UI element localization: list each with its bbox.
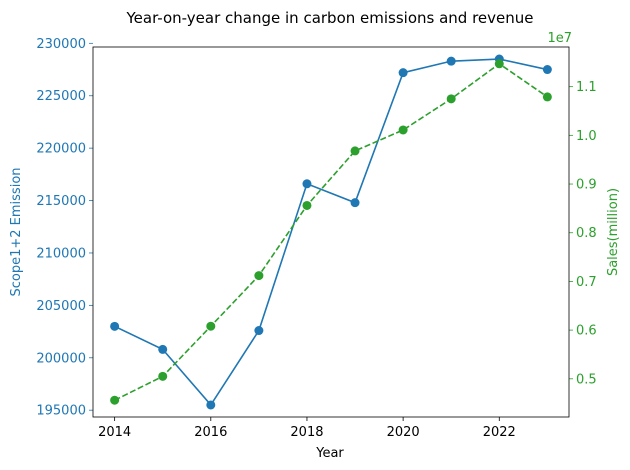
left-y-tick-label: 220000 — [36, 142, 86, 157]
sales-data-point — [254, 271, 264, 281]
right-y-tick-label: 0.7 — [576, 275, 597, 290]
right-axis-offset-text: 1e7 — [547, 31, 572, 46]
sales-data-point — [302, 200, 312, 210]
emission-data-point — [542, 65, 552, 75]
right-y-tick-label: 0.6 — [576, 324, 597, 339]
left-y-tick-label: 200000 — [36, 351, 86, 366]
emission-series-line — [114, 58, 548, 407]
sales-data-point — [110, 395, 120, 405]
left-y-tick-label: 195000 — [36, 404, 86, 419]
left-y-tick-label: 230000 — [36, 37, 86, 52]
x-tick-label: 2016 — [194, 425, 227, 440]
sales-data-point — [494, 59, 504, 69]
emission-data-point — [110, 321, 120, 331]
emission-data-point — [302, 179, 312, 189]
sales-data-point — [206, 321, 216, 331]
emission-data-point — [350, 198, 360, 208]
left-y-tick-label: 215000 — [36, 194, 86, 209]
emission-data-point — [398, 68, 408, 78]
x-tick-label: 2022 — [483, 425, 516, 440]
sales-series-line — [114, 62, 548, 401]
right-y-tick-label: 0.8 — [576, 226, 597, 241]
emission-data-point — [158, 344, 168, 354]
x-tick-label: 2014 — [98, 425, 131, 440]
sales-data-point — [350, 146, 360, 156]
left-y-tick-label: 205000 — [36, 299, 86, 314]
sales-data-point — [542, 92, 552, 102]
sales-data-point — [446, 94, 456, 104]
right-y-tick-label: 0.9 — [576, 178, 597, 193]
plot-frame — [92, 46, 570, 418]
sales-data-point — [158, 371, 168, 381]
emission-data-point — [254, 326, 264, 336]
x-tick-label: 2018 — [290, 425, 323, 440]
left-y-tick-label: 225000 — [36, 89, 86, 104]
left-y-tick-label: 210000 — [36, 246, 86, 261]
x-tick-label: 2020 — [387, 425, 420, 440]
sales-data-point — [398, 125, 408, 135]
emission-data-point — [206, 400, 216, 410]
left-y-axis-label: Scope1+2 Emission — [9, 167, 24, 296]
right-y-axis-label: Sales(million) — [606, 188, 621, 276]
x-axis-label: Year — [315, 446, 344, 461]
right-y-tick-label: 1.0 — [576, 129, 597, 144]
right-y-tick-label: 1.1 — [576, 80, 597, 95]
chart-title: Year-on-year change in carbon emissions … — [125, 9, 533, 27]
plot-area: 2014 2016 2018 2020 2022 195000 200000 205000 21… — [36, 37, 596, 440]
right-y-tick-label: 0.5 — [576, 372, 597, 387]
emission-data-point — [446, 56, 456, 66]
